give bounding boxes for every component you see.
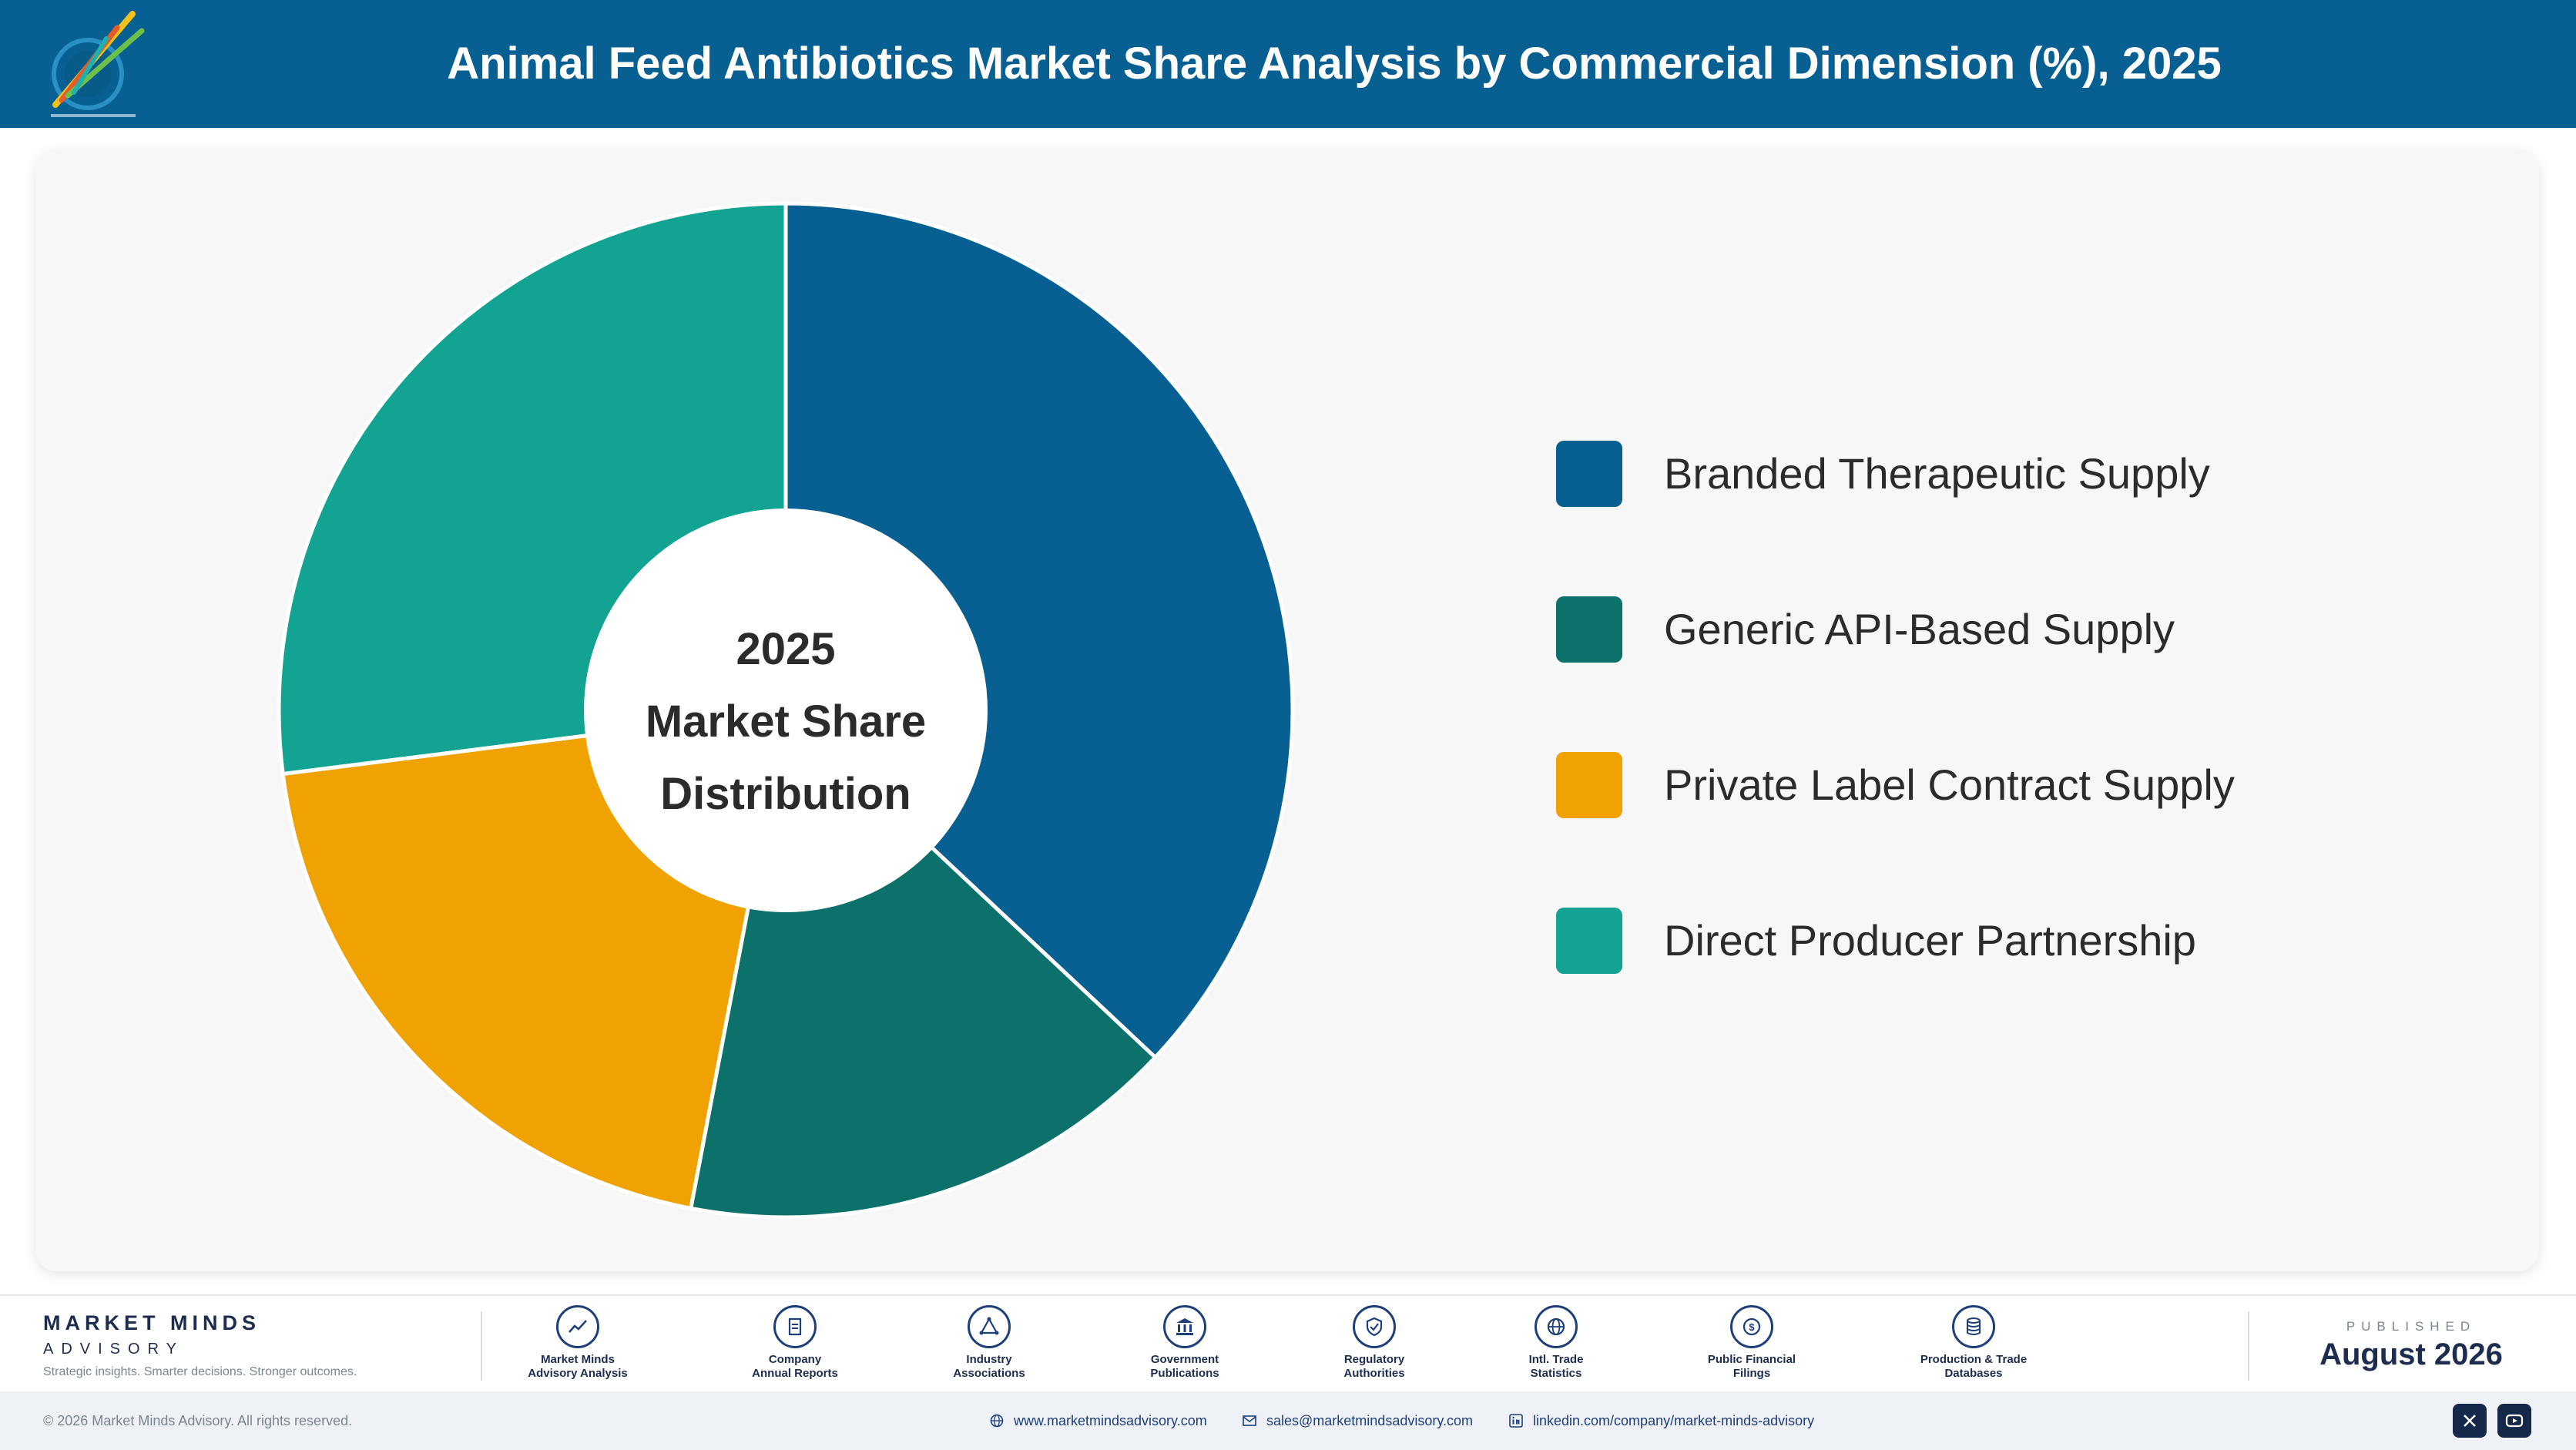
linkedin-link[interactable]: linkedin.com/company/market-minds-adviso… bbox=[1508, 1391, 1814, 1450]
globe-icon bbox=[1535, 1305, 1578, 1348]
center-label-line2: Market Share bbox=[646, 696, 926, 747]
shield-check-icon bbox=[1353, 1305, 1396, 1348]
footer-divider bbox=[2248, 1311, 2249, 1381]
bottom-bar: © 2026 Market Minds Advisory. All rights… bbox=[0, 1391, 2576, 1450]
source-item[interactable]: Intl. Trade Statistics bbox=[1471, 1305, 1641, 1381]
source-label-line1: Production & Trade bbox=[1920, 1353, 2028, 1366]
mail-icon bbox=[1243, 1415, 1256, 1426]
source-item[interactable]: Company Annual Reports bbox=[710, 1305, 880, 1381]
source-label-line2: Annual Reports bbox=[752, 1367, 838, 1380]
source-label-line1: Regulatory bbox=[1343, 1353, 1405, 1366]
trend-chart-icon bbox=[556, 1305, 599, 1348]
legend-label: Generic API-Based Supply bbox=[1664, 605, 2175, 653]
source-label-line2: Publications bbox=[1150, 1367, 1219, 1380]
email-link[interactable]: sales@marketmindsadvisory.com bbox=[1242, 1391, 1473, 1450]
footer: MARKET MINDS ADVISORY Strategic insights… bbox=[0, 1294, 2576, 1391]
donut-hole bbox=[584, 509, 988, 912]
source-item[interactable]: Regulatory Authorities bbox=[1290, 1305, 1459, 1381]
svg-text:$: $ bbox=[1749, 1321, 1755, 1333]
legend-label: Branded Therapeutic Supply bbox=[1664, 449, 2210, 498]
published-date: August 2026 bbox=[2319, 1338, 2503, 1371]
center-label-line3: Distribution bbox=[660, 769, 911, 819]
source-label-line2: Authorities bbox=[1343, 1367, 1405, 1380]
donut-chart: 2025 Market Share Distribution bbox=[279, 201, 1295, 1217]
email-text: sales@marketmindsadvisory.com bbox=[1266, 1413, 1474, 1428]
center-label-year: 2025 bbox=[736, 624, 835, 674]
published-label: PUBLISHED bbox=[2346, 1319, 2477, 1334]
document-icon bbox=[773, 1305, 817, 1348]
footer-brand-name: MARKET MINDS bbox=[43, 1311, 260, 1334]
source-item[interactable]: Market Minds Advisory Analysis bbox=[493, 1305, 662, 1381]
government-building-icon bbox=[1163, 1305, 1206, 1348]
page-title: Animal Feed Antibiotics Market Share Ana… bbox=[447, 39, 2222, 89]
footer-divider bbox=[481, 1311, 482, 1381]
website-text: www.marketmindsadvisory.com bbox=[1014, 1413, 1207, 1428]
source-item[interactable]: Industry Associations bbox=[904, 1305, 1074, 1381]
network-icon bbox=[968, 1305, 1011, 1348]
brand-logo-icon[interactable] bbox=[40, 8, 156, 123]
x-icon[interactable] bbox=[2453, 1404, 2487, 1438]
database-icon bbox=[1952, 1305, 1995, 1348]
youtube-icon[interactable] bbox=[2497, 1404, 2531, 1438]
footer-brand-sub: ADVISORY bbox=[43, 1341, 184, 1358]
legend-label: Direct Producer Partnership bbox=[1664, 916, 2196, 965]
source-label-line2: Databases bbox=[1944, 1367, 2003, 1380]
linkedin-icon bbox=[1509, 1414, 1523, 1428]
source-label-line1: Intl. Trade bbox=[1528, 1353, 1584, 1366]
pie-slice-branded-therapeutic-supply[interactable] bbox=[783, 201, 1295, 1060]
source-label-line2: Statistics bbox=[1530, 1367, 1582, 1380]
legend-swatch bbox=[1556, 752, 1622, 818]
source-item[interactable]: Production & Trade Databases bbox=[1889, 1305, 2058, 1381]
legend-swatch bbox=[1556, 441, 1622, 507]
source-label-line1: Public Financial bbox=[1707, 1353, 1796, 1366]
linkedin-text: linkedin.com/company/market-minds-adviso… bbox=[1533, 1413, 1815, 1428]
legend-label: Private Label Contract Supply bbox=[1664, 760, 2235, 809]
source-item[interactable]: Government Publications bbox=[1100, 1305, 1270, 1381]
source-label-line1: Market Minds bbox=[541, 1353, 615, 1366]
source-label-line2: Associations bbox=[953, 1367, 1025, 1380]
website-link[interactable]: www.marketmindsadvisory.com bbox=[989, 1391, 1207, 1450]
legend-swatch bbox=[1556, 908, 1622, 974]
source-label-line2: Advisory Analysis bbox=[528, 1367, 628, 1380]
source-label-line1: Company bbox=[768, 1353, 822, 1366]
source-label-line1: Industry bbox=[966, 1353, 1012, 1366]
source-label-line2: Filings bbox=[1732, 1367, 1771, 1380]
legend-swatch bbox=[1556, 596, 1622, 663]
copyright-text: © 2026 Market Minds Advisory. All rights… bbox=[43, 1413, 353, 1428]
source-item[interactable]: $ Public Financial Filings bbox=[1667, 1305, 1836, 1381]
globe-icon bbox=[990, 1414, 1004, 1428]
currency-icon: $ bbox=[1730, 1305, 1773, 1348]
sources-list: Market Minds Advisory Analysis Company Ann… bbox=[493, 1305, 2219, 1390]
header-bar: Animal Feed Antibiotics Market Share Ana… bbox=[0, 0, 2576, 128]
source-label-line1: Government bbox=[1150, 1353, 1219, 1366]
footer-brand-tagline: Strategic insights. Smarter decisions. S… bbox=[43, 1365, 357, 1378]
